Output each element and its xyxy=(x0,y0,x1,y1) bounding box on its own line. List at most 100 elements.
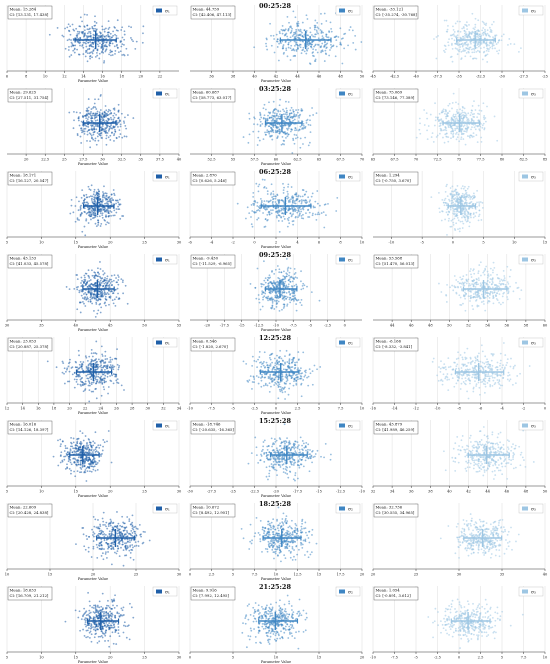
scatter-point xyxy=(102,51,105,54)
scatter-point xyxy=(267,295,270,298)
scatter-point xyxy=(84,32,86,35)
scatter-point xyxy=(259,111,261,114)
scatter-point xyxy=(90,390,93,393)
scatter-point xyxy=(281,40,284,43)
scatter-point xyxy=(85,272,88,275)
scatter-point xyxy=(125,127,128,130)
scatter-point xyxy=(106,202,109,205)
scatter-point xyxy=(116,46,119,49)
scatter-point xyxy=(77,367,80,370)
scatter-point xyxy=(297,208,300,211)
scatter-point xyxy=(101,373,104,376)
scatter-point xyxy=(459,20,461,23)
scatter-point xyxy=(83,132,86,135)
scatter-point xyxy=(106,365,109,368)
scatter-point xyxy=(285,272,288,275)
scatter-point xyxy=(472,192,475,195)
scatter-point xyxy=(100,345,103,348)
scatter-point xyxy=(463,193,466,196)
scatter-point xyxy=(452,25,454,28)
scatter-point xyxy=(293,49,296,52)
scatter-point xyxy=(289,267,292,270)
scatter-point xyxy=(126,54,129,56)
scatter-point xyxy=(466,28,469,31)
scatter-point xyxy=(461,209,464,212)
x-tick-label: 50 xyxy=(447,324,452,328)
scatter-point xyxy=(114,305,117,307)
scatter-point xyxy=(90,295,92,298)
scatter-point xyxy=(450,137,452,140)
scatter-point xyxy=(102,295,104,298)
mean-label: Mean: -9.430 xyxy=(193,256,219,261)
scatter-point xyxy=(76,134,79,137)
scatter-point xyxy=(111,358,114,361)
x-tick-label: 18 xyxy=(119,75,124,79)
legend-swatch xyxy=(156,8,162,13)
scatter-point xyxy=(103,61,105,64)
scatter-point xyxy=(277,292,280,294)
scatter-point xyxy=(462,138,465,140)
scatter-point xyxy=(472,115,475,118)
scatter-point xyxy=(476,201,478,204)
scatter-point xyxy=(287,43,290,46)
scatter-point xyxy=(470,111,473,114)
scatter-point xyxy=(498,293,501,295)
scatter-point xyxy=(75,375,77,378)
scatter-point xyxy=(65,286,68,288)
scatter-point xyxy=(320,212,323,214)
scatter-point xyxy=(89,195,92,197)
x-tick-label: 20 xyxy=(67,407,72,411)
scatter-point xyxy=(89,362,92,365)
scatter-point xyxy=(302,217,305,220)
scatter-point xyxy=(104,276,106,279)
scatter-point xyxy=(296,361,298,364)
scatter-point xyxy=(431,132,434,135)
scatter-point xyxy=(462,207,465,209)
scatter-point xyxy=(464,192,467,195)
scatter-point xyxy=(95,352,98,355)
scatter-point xyxy=(490,278,493,281)
scatter-point xyxy=(451,37,453,40)
scatter-point xyxy=(321,50,324,53)
scatter-point xyxy=(267,286,270,288)
scatter-point xyxy=(459,37,462,40)
scatter-point xyxy=(462,125,465,128)
scatter-point xyxy=(97,114,100,117)
scatter-point xyxy=(314,49,317,51)
scatter-point xyxy=(445,135,448,138)
scatter-point xyxy=(82,361,85,363)
scatter-point xyxy=(466,195,469,198)
scatter-point xyxy=(93,209,96,211)
scatter-point xyxy=(103,381,106,383)
scatter-point xyxy=(109,113,111,115)
scatter-point xyxy=(323,60,326,62)
scatter-point xyxy=(287,46,290,49)
scatter-point xyxy=(451,284,454,287)
scatter-point xyxy=(95,303,98,305)
scatter-point xyxy=(79,44,81,47)
scatter-point xyxy=(471,12,474,15)
scatter-point xyxy=(501,295,504,298)
legend-swatch xyxy=(522,8,528,13)
x-tick-label: 5 xyxy=(6,241,9,245)
subplot-panel: 44 46 48 50 52 54 56 58 60 Mean: 53.568 CI: [51.47… xyxy=(369,252,549,332)
scatter-point xyxy=(100,51,103,54)
scatter-point xyxy=(81,365,83,368)
scatter-point xyxy=(502,282,505,285)
scatter-point xyxy=(462,119,465,122)
scatter-point xyxy=(121,43,124,46)
scatter-point xyxy=(74,366,77,368)
scatter-point xyxy=(297,108,300,111)
scatter-point xyxy=(291,280,294,283)
scatter-point xyxy=(300,298,303,301)
scatter-point xyxy=(101,45,104,47)
scatter-point xyxy=(280,143,283,146)
scatter-point xyxy=(122,279,124,282)
scatter-point xyxy=(300,214,303,217)
scatter-point xyxy=(441,111,444,114)
scatter-point xyxy=(283,218,286,220)
scatter-point xyxy=(489,46,492,49)
scatter-point xyxy=(83,225,86,228)
scatter-point xyxy=(73,378,76,381)
